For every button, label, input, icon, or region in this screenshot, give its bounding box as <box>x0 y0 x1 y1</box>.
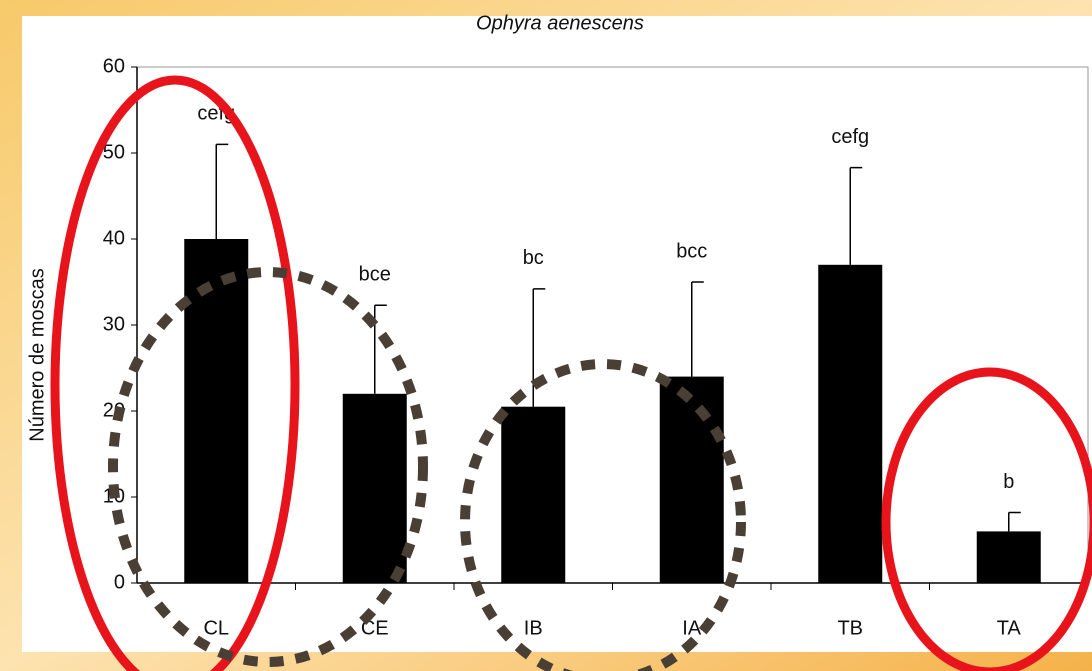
x-tick-label: CL <box>203 617 229 639</box>
x-tick-label: TB <box>837 617 863 639</box>
x-tick-label: IA <box>682 617 702 639</box>
y-tick-label: 60 <box>103 55 125 77</box>
plot: 0102030405060CLcefgCEbceIBbcIAbccTBcefgT… <box>103 55 1089 639</box>
significance-label: cefg <box>831 126 869 148</box>
x-tick-label: IB <box>524 617 543 639</box>
significance-label: bce <box>359 264 391 286</box>
bar <box>501 406 566 583</box>
error-bar <box>849 166 863 265</box>
bar <box>659 376 724 583</box>
chart-title: Ophyra aenescens <box>476 12 644 34</box>
y-tick-label: 0 <box>114 571 125 593</box>
bar <box>342 393 407 583</box>
error-bar <box>532 288 546 407</box>
dashed-ellipse <box>108 267 428 667</box>
error-bar <box>1008 511 1021 532</box>
bar <box>976 531 1041 583</box>
bar <box>818 264 883 583</box>
y-tick-label: 40 <box>103 227 125 249</box>
y-axis-label: Número de moscas <box>26 268 48 441</box>
significance-label: b <box>1003 471 1014 493</box>
y-tick-label: 50 <box>103 141 125 163</box>
highlight-ellipse <box>881 367 1092 671</box>
error-bar <box>215 143 229 239</box>
bar <box>184 239 249 583</box>
highlight-ellipse <box>50 75 300 671</box>
significance-label: bcc <box>676 240 707 262</box>
x-tick-label: TA <box>997 617 1022 639</box>
significance-label: bc <box>523 247 544 269</box>
error-bar <box>691 281 704 377</box>
y-tick-label: 30 <box>103 313 125 335</box>
dashed-ellipse <box>460 359 746 671</box>
